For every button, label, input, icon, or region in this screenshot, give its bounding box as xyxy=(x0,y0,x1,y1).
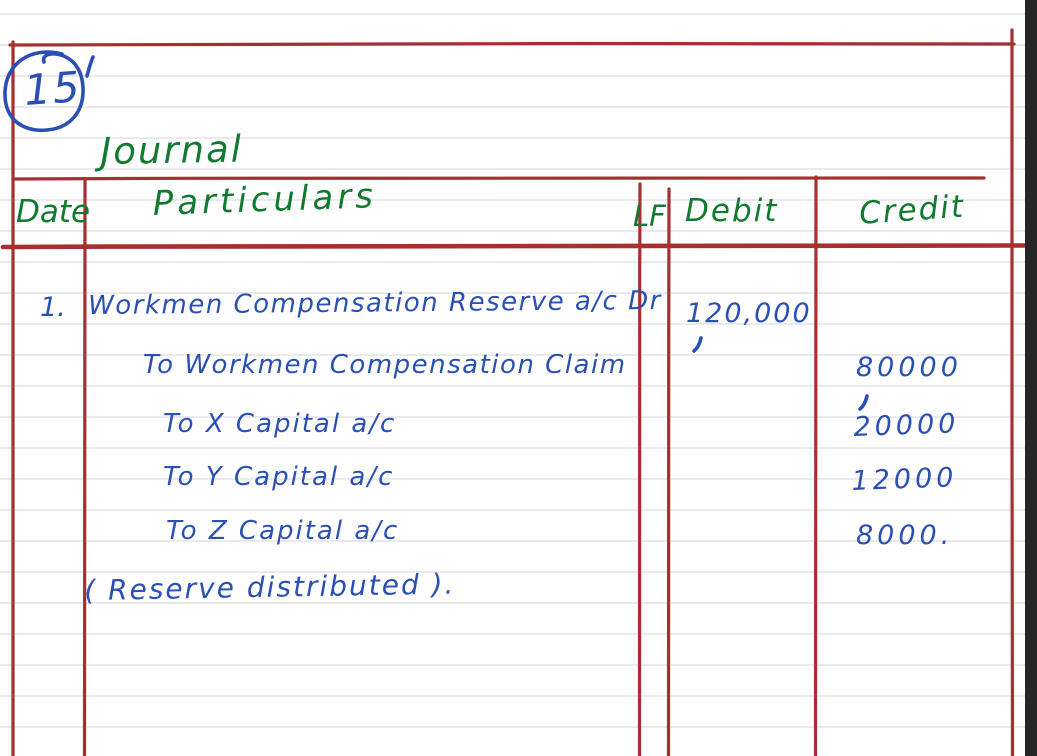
row-particulars: To Z Capital a/c xyxy=(166,516,400,546)
lf-column-line-right xyxy=(666,187,671,756)
header-top-line xyxy=(11,175,986,181)
row-date: 1. xyxy=(40,292,66,323)
row-particulars: To Y Capital a/c xyxy=(163,462,395,492)
row-particulars: Workmen Compensation Reserve a/c Dr xyxy=(88,285,662,321)
window-edge xyxy=(1025,0,1037,756)
credit-amount: 20000 xyxy=(853,408,960,443)
narration: ( Reserve distributed ). xyxy=(84,567,456,607)
debit-amount: 120,000 xyxy=(686,298,812,329)
debit-credit-column-line xyxy=(813,175,818,756)
date-column-line xyxy=(82,177,87,756)
credit-amount: 8000. xyxy=(856,520,954,551)
lf-column-line-left xyxy=(637,182,642,756)
page-title: Journal xyxy=(100,127,244,173)
table-right-border xyxy=(1010,28,1015,756)
stray-comma-mark xyxy=(858,394,869,411)
credit-amount: 12000 xyxy=(851,462,958,497)
header-debit: Debit xyxy=(685,193,779,229)
table-top-border xyxy=(8,41,1016,47)
page-number: 15 xyxy=(22,62,84,115)
tick-mark-icon xyxy=(85,55,95,78)
circled-number-icon xyxy=(3,50,85,133)
table-left-border xyxy=(11,40,16,756)
header-credit: Credit xyxy=(858,188,967,232)
header-date: Date xyxy=(16,194,91,230)
credit-amount: 80000 xyxy=(856,352,962,383)
stray-comma-mark xyxy=(692,336,703,353)
header-lf: LF xyxy=(633,199,666,233)
header-bottom-line xyxy=(0,243,1027,250)
header-particulars: Particulars xyxy=(152,176,378,224)
row-particulars: To X Capital a/c xyxy=(163,409,397,439)
row-particulars: To Workmen Compensation Claim xyxy=(143,350,627,380)
